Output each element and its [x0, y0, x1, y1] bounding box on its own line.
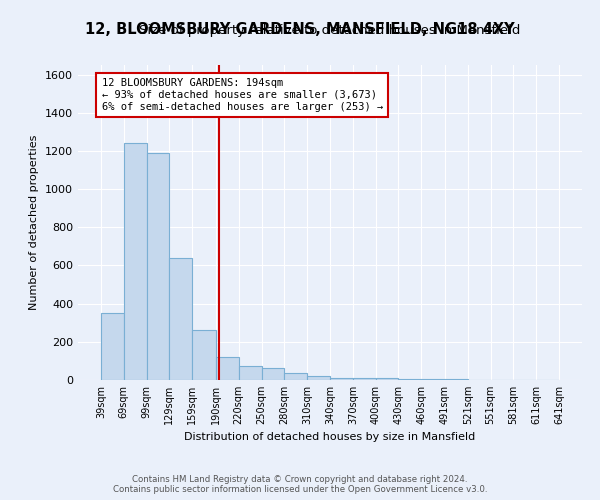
Bar: [101, 313, 124, 380]
Bar: [169, 258, 192, 380]
Bar: [239, 366, 262, 380]
Bar: [421, 379, 445, 380]
Bar: [307, 376, 330, 380]
Bar: [192, 330, 216, 380]
Bar: [398, 379, 421, 380]
Text: Distribution of detached houses by size in Mansfield: Distribution of detached houses by size …: [184, 432, 476, 442]
Bar: [146, 153, 169, 380]
Text: 12 BLOOMSBURY GARDENS: 194sqm
← 93% of detached houses are smaller (3,673)
6% of: 12 BLOOMSBURY GARDENS: 194sqm ← 93% of d…: [101, 78, 383, 112]
Text: 12, BLOOMSBURY GARDENS, MANSFIELD, NG18 4XY: 12, BLOOMSBURY GARDENS, MANSFIELD, NG18 …: [85, 22, 515, 38]
Y-axis label: Number of detached properties: Number of detached properties: [29, 135, 40, 310]
Bar: [353, 378, 376, 380]
Bar: [284, 374, 307, 380]
Text: Contains HM Land Registry data © Crown copyright and database right 2024.: Contains HM Land Registry data © Crown c…: [132, 474, 468, 484]
Bar: [216, 357, 239, 380]
Bar: [262, 368, 284, 380]
Bar: [376, 378, 398, 380]
Text: Contains public sector information licensed under the Open Government Licence v3: Contains public sector information licen…: [113, 485, 487, 494]
Title: Size of property relative to detached houses in Mansfield: Size of property relative to detached ho…: [139, 24, 521, 38]
Bar: [330, 378, 353, 380]
Bar: [124, 144, 146, 380]
Bar: [445, 379, 468, 380]
